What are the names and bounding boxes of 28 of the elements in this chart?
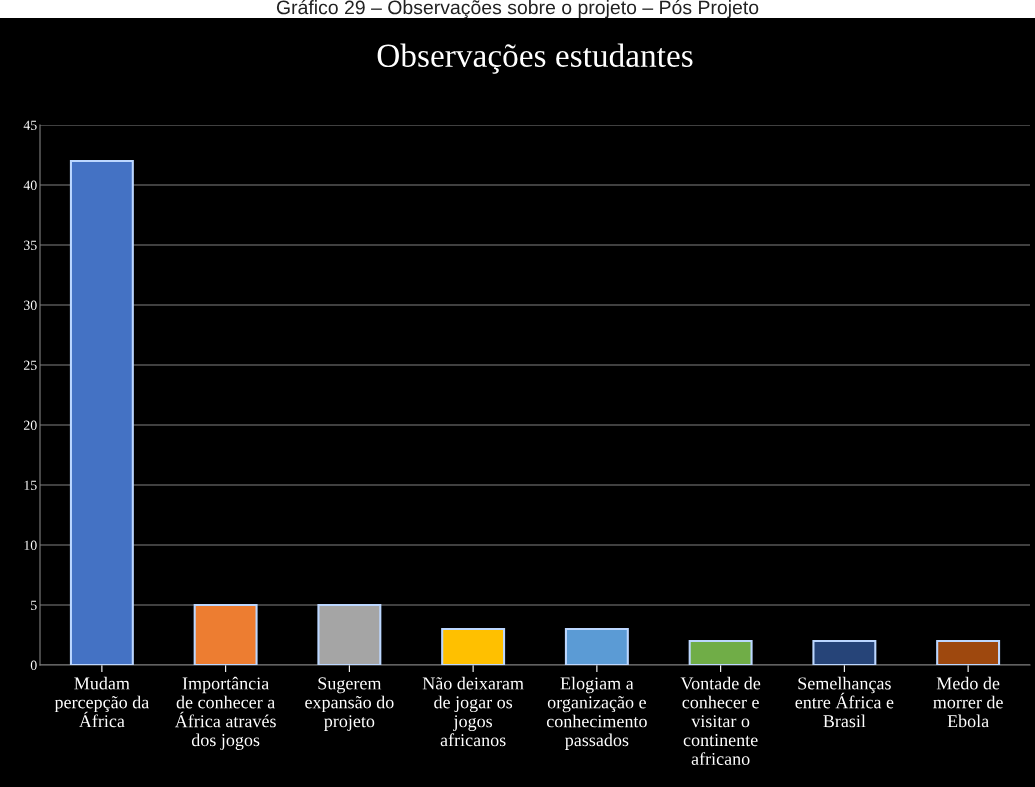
bar: [812, 639, 877, 665]
y-tick-label: 25: [23, 360, 37, 370]
x-tick-label: Sugerem expansão do projeto: [305, 677, 394, 731]
bar: [317, 603, 382, 665]
x-tick-label: Importância de conhecer a África através dos jogos: [174, 676, 276, 750]
x-tick-label: Elogiam a organização e conhecimento passados: [546, 676, 647, 750]
y-tick-label: 35: [24, 240, 37, 250]
bar: [564, 627, 629, 665]
y-tick-label: 5: [31, 600, 37, 610]
bar: [936, 639, 1001, 665]
x-tick-label: Semelhanças entre África e Brasil: [795, 676, 894, 728]
bar: [441, 627, 506, 665]
text: Gráfico 29 – Observações sobre o projeto – Pós Projeto: [276, 0, 759, 19]
x-tick-label: Não deixaram de jogar os jogos africanos: [422, 676, 524, 747]
bar: [69, 159, 134, 665]
x-tick-label: Medo de morrer de Ebola: [933, 676, 1003, 728]
x-tick-label: Mudam percepção da África: [54, 676, 149, 728]
y-tick-label: 30: [24, 300, 37, 310]
y-tick-label: 10: [24, 540, 37, 550]
y-tick-label: 40: [23, 180, 37, 190]
y-tick-label: 15: [24, 480, 37, 490]
bar: [193, 603, 258, 665]
x-tick-label: Vontade de conhecer e visitar o continente africano: [680, 676, 761, 766]
y-tick-label: 20: [23, 420, 37, 430]
y-tick-label: 0: [30, 660, 37, 670]
chart-title: Observações estudantes: [377, 43, 693, 74]
bar: [688, 639, 753, 665]
y-tick-label: 45: [23, 120, 37, 130]
